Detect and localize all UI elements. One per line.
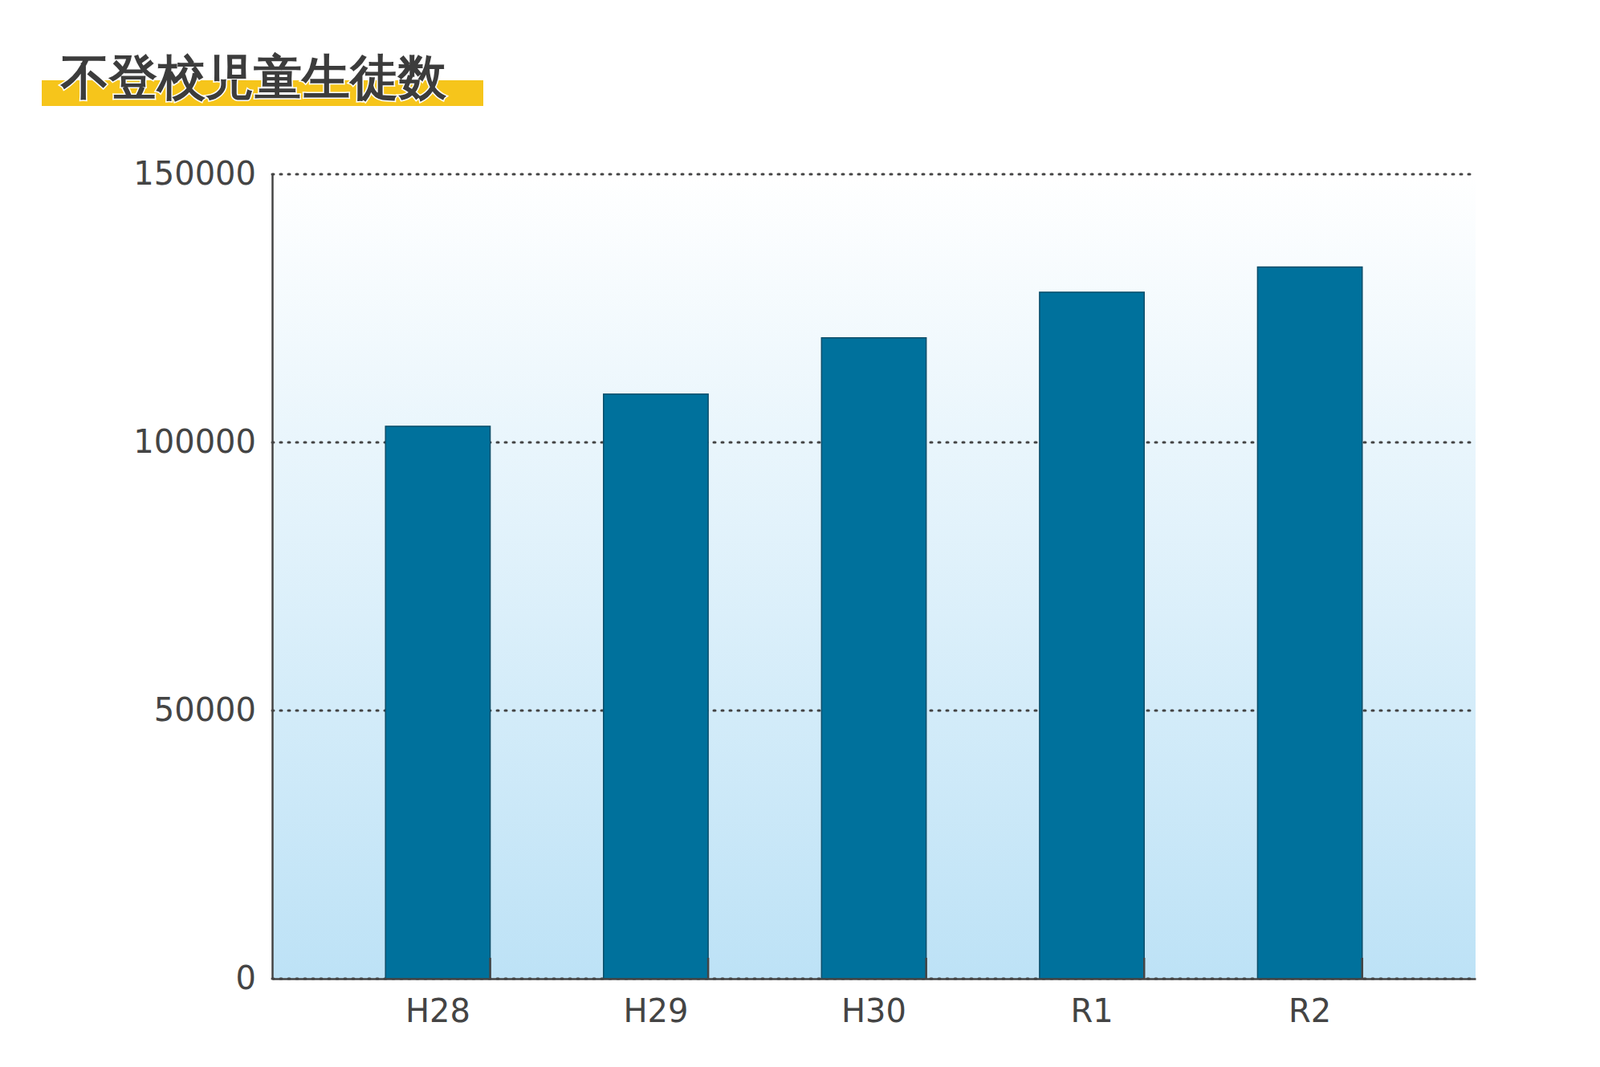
y-tick: 0 [236,959,273,997]
y-tick-label: 100000 [133,423,257,461]
x-tick: H28 [405,978,471,1030]
y-tick: 50000 [154,691,273,729]
y-tick-label: 150000 [133,154,257,192]
y-tick: 150000 [133,154,273,192]
bars [385,267,1363,979]
x-tick-label: H28 [405,992,471,1030]
y-tick-label: 0 [236,959,257,997]
category-separator [1143,957,1146,979]
grid-line [272,173,1476,176]
x-axis-line [272,977,1477,981]
y-tick: 100000 [133,423,273,461]
x-tick: R2 [1288,978,1332,1030]
bar [385,426,490,979]
y-axis-line [271,175,274,980]
bar [1257,267,1362,979]
category-separator [1361,957,1364,979]
category-separator [488,957,492,979]
bar [603,394,709,979]
x-tick-label: R2 [1288,992,1332,1030]
x-tick: H29 [622,978,689,1030]
category-separators [490,957,1363,979]
x-tick-label: R1 [1070,992,1113,1030]
x-axis: H28 H29 H30 R1 R2 [272,978,1477,1030]
x-tick: R1 [1070,978,1113,1030]
x-tick: H30 [841,978,907,1030]
category-separator [924,957,928,979]
category-separator [707,957,710,979]
bar [821,337,926,979]
plot-background [272,174,1476,979]
x-tick-label: H30 [841,992,907,1030]
y-tick-label: 50000 [154,691,257,729]
y-axis: 0 50000 100000 150000 [133,154,273,997]
chart: 不登校児童生徒数 0 50000 100000 150000 H28 H29 H30 R1 R2 [0,0,1600,1067]
bar [1039,292,1145,979]
x-tick-label: H29 [622,992,689,1030]
title: 不登校児童生徒数 [59,48,448,106]
grid [272,174,1476,979]
